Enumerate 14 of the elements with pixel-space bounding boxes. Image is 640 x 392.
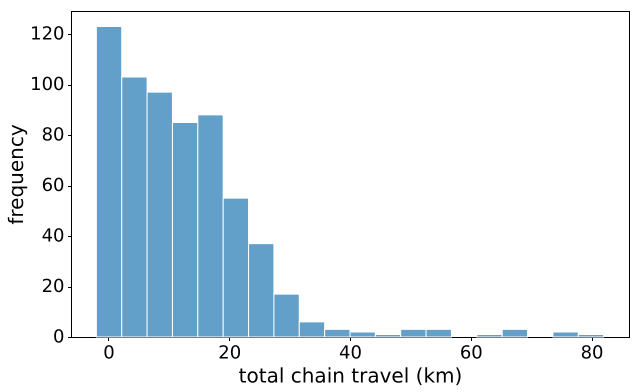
y-tick-label: 100: [30, 74, 64, 96]
y-tick-label: 0: [53, 326, 64, 348]
x-tick-label: 60: [460, 342, 483, 364]
y-tick-label: 120: [30, 24, 64, 45]
x-tick-label: 0: [103, 342, 115, 364]
y-tick-label: 40: [42, 226, 64, 247]
x-tick-label: 80: [580, 342, 604, 364]
y-tick-label: 60: [42, 175, 64, 196]
x-axis-title: total chain travel (km): [238, 364, 462, 388]
y-axis-title: frequency: [4, 124, 28, 225]
x-tick-label: 40: [339, 342, 362, 364]
y-tick-label: 20: [42, 276, 64, 298]
y-tick-label: 80: [42, 124, 64, 146]
x-tick-label: 20: [218, 342, 242, 364]
